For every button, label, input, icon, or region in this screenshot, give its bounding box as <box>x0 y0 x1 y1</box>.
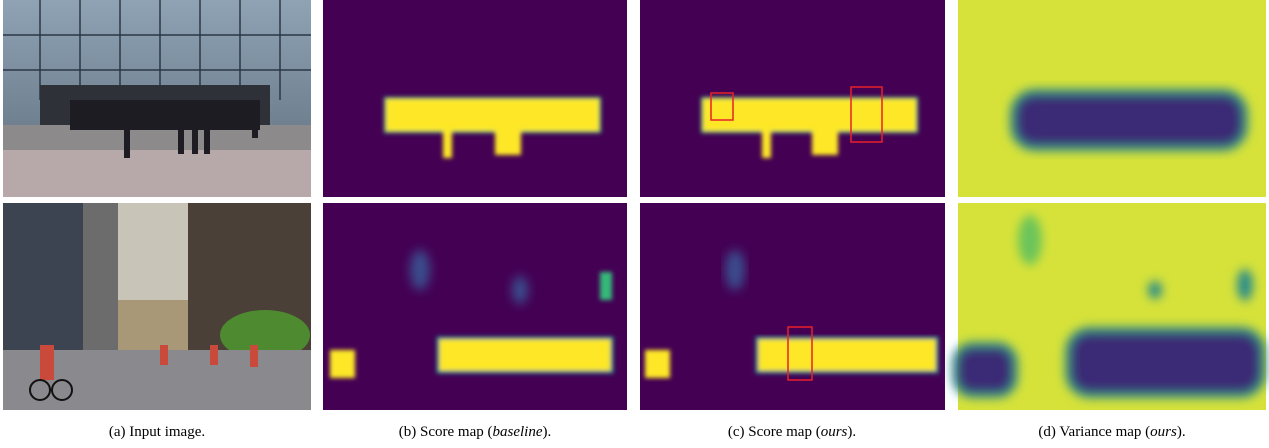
caption-emph: baseline <box>492 424 542 440</box>
caption-emph: ours <box>1150 424 1177 440</box>
caption: (c) Score map (ours). <box>728 424 856 440</box>
caption: (a) Input image. <box>109 424 205 440</box>
caption: (d) Variance map (ours). <box>1038 424 1185 440</box>
score-map <box>323 203 627 410</box>
score-map <box>323 0 627 197</box>
figure: (a) Input image. (b) Score map (baseline… <box>0 0 1269 448</box>
caption-text: (d) Variance map ( <box>1038 424 1150 440</box>
caption: (b) Score map (baseline). <box>399 424 551 440</box>
caption-text: ). <box>1177 424 1186 440</box>
input-image <box>3 0 311 197</box>
caption-text: (b) Score map ( <box>399 424 493 440</box>
score-map <box>640 0 945 197</box>
caption-text: (a) Input image. <box>109 424 205 440</box>
input-image <box>3 203 311 410</box>
score-map <box>640 203 945 410</box>
caption-text: ). <box>542 424 551 440</box>
variance-map <box>955 203 1266 410</box>
caption-emph: ours <box>821 424 848 440</box>
caption-text: ). <box>847 424 856 440</box>
variance-map <box>958 0 1266 197</box>
caption-text: (c) Score map ( <box>728 424 821 440</box>
